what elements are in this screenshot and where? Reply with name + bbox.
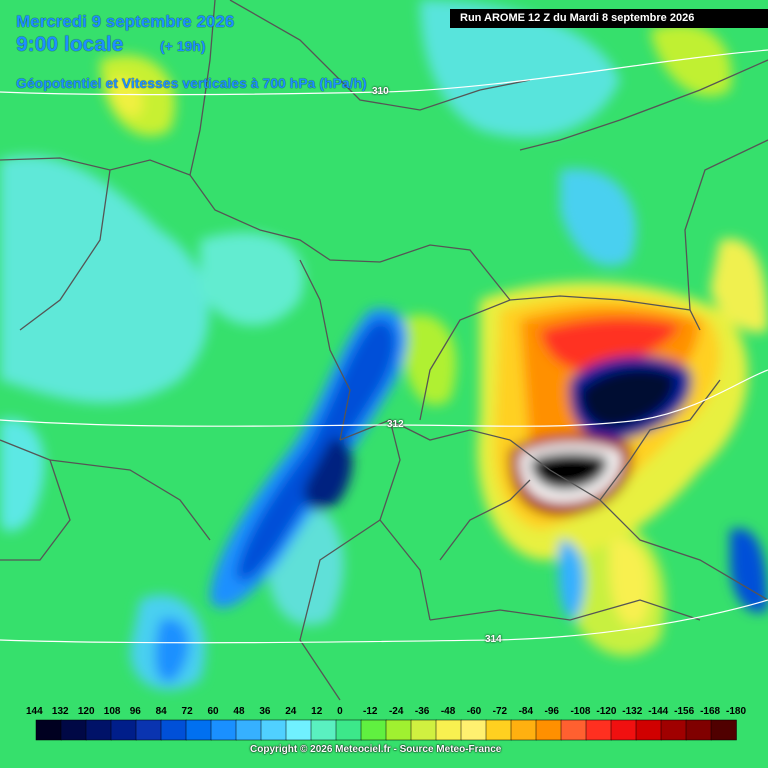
scale-label: 48 bbox=[233, 706, 245, 717]
scale-swatch bbox=[235, 719, 262, 741]
field-title: Géopotentiel et Vitesses verticales à 70… bbox=[16, 75, 367, 91]
scale-label: -96 bbox=[544, 706, 559, 717]
scale-label: -168 bbox=[700, 706, 721, 717]
scale-swatch bbox=[60, 719, 87, 741]
scale-swatch bbox=[385, 719, 412, 741]
scale-label: -24 bbox=[388, 706, 404, 717]
scale-swatch bbox=[410, 719, 437, 741]
scale-label: -156 bbox=[674, 706, 695, 717]
scale-swatch bbox=[285, 719, 312, 741]
scale-label: 36 bbox=[259, 706, 271, 717]
scale-swatch bbox=[685, 719, 712, 741]
forecast-lead-time: (+ 19h) bbox=[160, 38, 206, 54]
scale-swatch bbox=[635, 719, 662, 741]
scale-label: -72 bbox=[492, 706, 508, 717]
contour-label-310: 310 bbox=[372, 86, 389, 97]
scale-swatch bbox=[310, 719, 337, 741]
scale-label: 12 bbox=[311, 706, 323, 717]
scale-label: 132 bbox=[51, 706, 69, 717]
scale-label: 60 bbox=[207, 706, 219, 717]
forecast-date: Mercredi 9 septembre 2026 bbox=[16, 12, 235, 31]
scale-swatch bbox=[160, 719, 187, 741]
scale-swatch bbox=[210, 719, 237, 741]
scale-swatch bbox=[485, 719, 512, 741]
scale-swatch bbox=[260, 719, 287, 741]
scale-label: -60 bbox=[466, 706, 482, 717]
scale-label: -84 bbox=[518, 706, 534, 717]
scale-swatch bbox=[585, 719, 612, 741]
geopotential-contours bbox=[0, 49, 768, 644]
scale-label: 120 bbox=[77, 706, 95, 717]
scale-swatch bbox=[710, 719, 737, 741]
scale-swatch bbox=[560, 719, 587, 741]
scale-label: -48 bbox=[440, 706, 456, 717]
scale-label: 24 bbox=[285, 706, 297, 717]
scale-label: -36 bbox=[414, 706, 430, 717]
scale-label: 0 bbox=[337, 706, 343, 717]
scale-swatch bbox=[435, 719, 462, 741]
scale-label: -12 bbox=[363, 706, 378, 717]
scale-swatch bbox=[535, 719, 562, 741]
scale-swatches bbox=[35, 719, 737, 741]
run-info-box: Run AROME 12 Z du Mardi 8 septembre 2026 bbox=[450, 9, 768, 28]
scale-swatch bbox=[110, 719, 137, 741]
scale-label: 108 bbox=[103, 706, 121, 717]
scale-swatch bbox=[510, 719, 537, 741]
contour-label-314: 314 bbox=[485, 634, 502, 645]
scale-swatch bbox=[360, 719, 387, 741]
scale-label: 72 bbox=[181, 706, 193, 717]
scale-label: 84 bbox=[155, 706, 167, 717]
scale-label: -180 bbox=[726, 706, 747, 717]
scale-label: -108 bbox=[570, 706, 591, 717]
copyright-text: Copyright © 2026 Meteociel.fr - Source M… bbox=[250, 744, 502, 755]
scale-label: -120 bbox=[596, 706, 617, 717]
color-scale bbox=[0, 704, 768, 768]
scale-swatch bbox=[660, 719, 687, 741]
scale-swatch bbox=[85, 719, 112, 741]
scale-swatch bbox=[460, 719, 487, 741]
scale-swatch bbox=[135, 719, 162, 741]
scale-swatch bbox=[185, 719, 212, 741]
scale-swatch bbox=[35, 719, 62, 741]
scale-label: -132 bbox=[622, 706, 643, 717]
scale-swatch bbox=[335, 719, 362, 741]
scale-swatch bbox=[610, 719, 637, 741]
forecast-time: 9:00 locale bbox=[16, 33, 124, 56]
scale-label: 96 bbox=[129, 706, 141, 717]
scale-label: 144 bbox=[26, 706, 43, 717]
contour-label-312: 312 bbox=[387, 419, 404, 430]
scale-label: -144 bbox=[648, 706, 669, 717]
